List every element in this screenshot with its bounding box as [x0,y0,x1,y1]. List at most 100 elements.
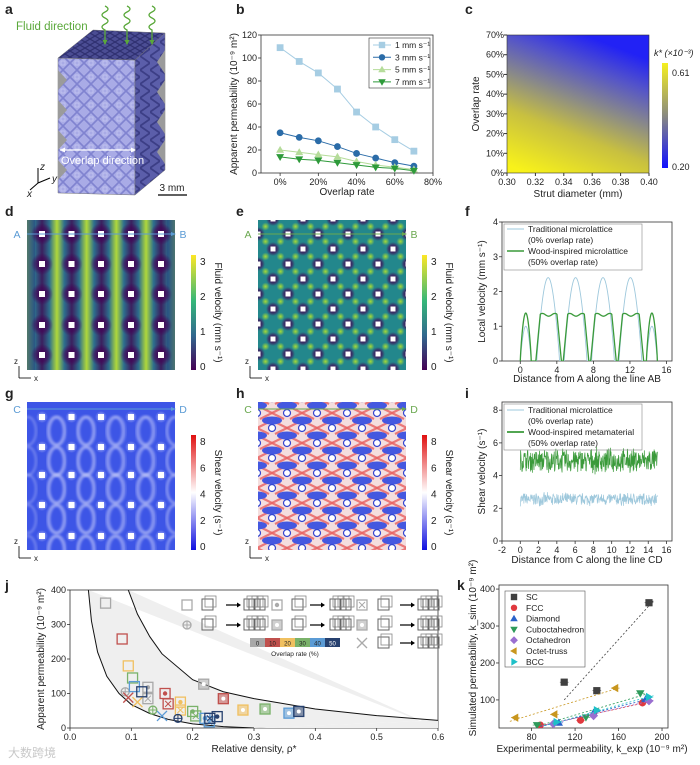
legend-entry: 7 mm s⁻¹ [373,77,430,87]
strut-ring [312,408,322,418]
strut-node [39,472,45,478]
x-tick-label: 0.2 [186,732,199,742]
high-shear-band [258,481,270,489]
strut-ring [267,543,277,550]
high-shear-band [319,496,345,510]
x-tick-label: 200 [655,732,670,742]
low-shear-zone [258,521,267,530]
x-tick-label: 0 [518,545,523,555]
data-point [314,150,323,158]
strut-ring [342,528,352,538]
unit-cell-icon [201,615,217,631]
colorbar-tick-label: 0 [431,542,437,553]
high-shear-band [340,541,360,550]
strut-node [128,352,134,358]
strut-node [330,366,336,370]
shear-band [48,504,67,534]
high-shear-band [310,541,330,550]
y-tick-label: 400 [480,584,495,594]
legend-label: 7 mm s⁻¹ [395,77,430,87]
high-velocity-zone [276,222,285,231]
low-velocity-zone [266,362,280,370]
overlapped-cell-icon [243,595,269,611]
shear-band [27,504,37,534]
data-point [581,714,591,722]
y-tick-label: 3 [493,252,498,262]
strut-node [258,291,261,297]
marker-inner [358,601,366,609]
low-shear-zone [258,402,267,410]
high-velocity-zone [306,342,315,351]
y-tick-label: 4 [493,471,498,481]
overlap-scale-label: 30 [299,642,306,648]
high-velocity-zone [381,222,390,231]
bounds-region [88,590,438,728]
arrowhead-icon [60,147,65,153]
colorbar-tick-label: 2 [200,292,206,303]
shear-band [138,474,156,504]
overlap-scale-title: Overlap rate (%) [271,651,319,658]
legend-label: Cuboctahedron [526,624,584,634]
data-point [136,686,148,698]
strut-node [98,414,104,420]
strut-node [128,472,134,478]
high-velocity-zone [261,312,270,321]
strut-ring [372,468,382,478]
high-shear-band [304,421,330,435]
strut-node [270,276,276,282]
strut-node [300,336,306,342]
high-shear-band [258,511,270,519]
low-shear-zone [367,552,387,560]
low-shear-zone [292,416,312,425]
data-point [283,707,295,719]
high-velocity-zone [381,357,390,366]
x-axis-label: Relative density, ρ* [212,744,297,755]
data-point [237,704,249,716]
strut-ring [372,498,382,508]
legend-box [503,403,643,451]
strut-ring [327,483,337,493]
fit-line [563,600,654,701]
x-axis-label: Overlap rate [319,187,374,198]
low-shear-zone [307,461,327,470]
cube-edge [256,595,269,608]
marker-inner [192,712,200,720]
strut-node [300,276,306,282]
high-velocity-zone [396,252,405,261]
high-shear-band [349,436,375,450]
high-velocity-zone [351,237,360,246]
low-shear-zone [382,446,402,455]
high-velocity-zone [261,252,270,261]
axis-triad-icon: zx [245,537,269,563]
data-point [293,705,305,718]
panel-label-c: c [465,1,473,17]
probe-start-label: C [13,404,21,416]
high-shear-band [259,496,285,510]
legend-marker [510,647,517,655]
fluid-flow-arrow-icon [101,5,109,44]
data-point [99,597,112,609]
block-gray-wedge [157,110,165,134]
y-tick-label: 60% [486,50,504,60]
strut-node [39,502,45,508]
high-velocity-zone [381,342,390,351]
high-shear-band [280,541,300,550]
unit-cell-icon [291,595,307,611]
high-velocity-zone [276,357,285,366]
low-shear-zone [322,536,342,545]
high-shear-band [394,541,406,549]
strut-ring [357,453,367,463]
strut-ring [402,439,406,447]
low-velocity-zone [401,317,406,331]
cube-edge [377,618,390,631]
high-shear-band [394,427,406,435]
low-shear-zone [367,521,387,530]
axis-z-label: z [245,357,249,366]
high-velocity-zone [336,297,345,306]
overlapped-cell-icon [417,595,443,611]
strut-ring [342,438,352,448]
x-stroke [122,692,134,704]
strut-ring [301,402,303,403]
y-tick-label: 300 [51,620,66,630]
